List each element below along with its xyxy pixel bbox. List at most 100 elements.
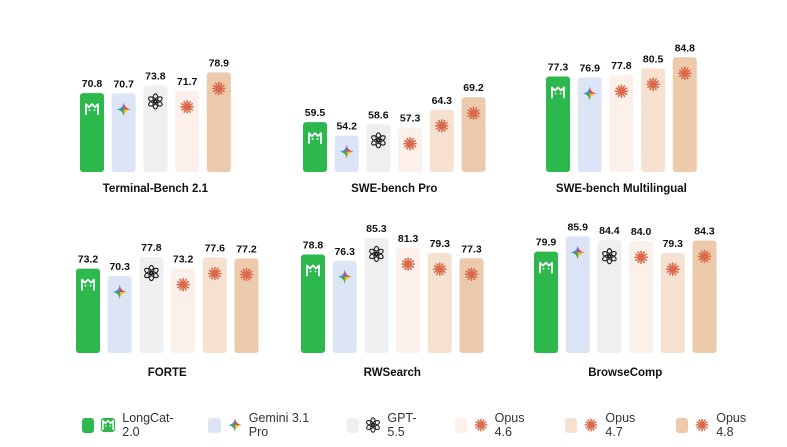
data-label: 70.3 [109,261,130,273]
anthropic-icon [239,267,254,282]
legend-swatch [676,417,689,433]
data-label: 77.6 [205,242,226,254]
chart-title: BrowseComp [588,367,662,379]
anthropic-icon [208,266,222,281]
longcat-icon [102,419,115,431]
longcat-icon [306,264,320,277]
chart-panel: 59.5 54.2 58.6 57.3 64.3 69.2 SWE-bench Pro [303,82,486,195]
bar [303,122,327,172]
data-label: 76.9 [579,63,600,75]
bar [692,240,717,353]
chart-title: Terminal-Bench 2.1 [103,183,209,195]
gemini-icon [339,144,354,159]
anthropic-icon [176,277,190,292]
bar [111,93,136,172]
anthropic-icon [466,106,481,121]
bar [143,85,168,172]
bar [672,57,697,173]
anthropic-icon-svg [474,418,488,432]
data-label: 73.2 [78,254,99,266]
openai-icon-svg [366,417,381,433]
bar [427,253,452,353]
bar [546,76,570,172]
data-label: 78.8 [303,239,324,251]
legend-item-gemini: Gemini 3.1 Pro [208,411,317,439]
bar [609,75,634,172]
chart-legend: LongCat-2.0 Gemini 3.1 Pro GPT-5.5 Opus … [82,411,787,439]
legend-label: Opus 4.7 [605,411,636,439]
data-label: 73.8 [145,70,166,82]
legend-label: Gemini 3.1 Pro [248,411,310,439]
longcat-icon [539,261,553,274]
bar [107,276,132,353]
data-label: 77.8 [611,60,632,72]
legend-label: Opus 4.6 [494,411,525,439]
anthropic-icon [401,257,415,271]
bar [461,97,486,172]
data-label: 85.9 [567,221,588,233]
openai-icon [602,248,617,265]
bar [629,241,654,353]
legend-item-opus-4-6: Opus 4.6 [454,411,536,439]
data-label: 79.9 [536,237,557,249]
legend-swatch [347,417,360,433]
openai-icon [371,132,386,149]
legend-swatch [565,417,578,433]
chart-title: SWE-bench Pro [351,183,437,195]
gemini-icon [582,86,597,101]
legend-item-gpt: GPT-5.5 [347,411,424,439]
bar [396,248,421,353]
data-label: 84.8 [675,42,696,54]
data-label: 79.3 [663,238,684,250]
data-label: 77.3 [461,243,482,255]
data-label: 70.8 [82,78,103,90]
anthropic-icon [646,77,660,92]
longcat-icon [81,278,95,291]
bar [364,237,389,353]
chart-title: RWSearch [364,367,421,379]
data-label: 79.3 [430,238,451,250]
openai-icon [144,264,159,282]
data-label: 70.7 [113,78,134,90]
bar [76,268,100,353]
data-label: 73.2 [173,254,194,266]
chart-panel: 79.9 85.9 84.4 84.0 79.3 84.3 BrowseComp [534,221,717,379]
bar [234,258,259,353]
gemini-icon [337,269,352,284]
bar [660,253,685,353]
bar [577,77,602,172]
data-label: 69.2 [463,82,484,94]
legend-swatch [454,417,467,433]
data-label: 59.5 [305,107,326,119]
legend-item-opus-4-8: Opus 4.8 [676,411,757,439]
anthropic-icon-svg [695,418,709,432]
chart-panel: 77.3 76.9 77.8 80.5 84.8 SWE-bench Multilingu… [546,42,697,195]
data-label: 84.0 [631,226,652,238]
bar [139,256,164,353]
gemini-icon [570,245,585,260]
bar [534,251,558,353]
anthropic-icon [697,249,712,264]
bar [597,240,622,353]
anthropic-icon [584,418,598,432]
anthropic-icon [434,118,449,133]
longcat-icon [551,86,565,99]
anthropic-icon [614,84,629,99]
openai-icon [366,417,381,433]
data-label: 71.7 [177,76,198,88]
anthropic-icon [665,262,680,276]
anthropic-icon [677,66,692,81]
gemini-icon [112,285,127,300]
data-label: 77.2 [236,244,257,256]
bar [459,258,484,353]
bar [171,268,196,353]
data-label: 58.6 [368,109,389,121]
data-label: 77.8 [141,242,162,254]
data-label: 77.3 [548,62,569,74]
bar [202,257,227,353]
anthropic-icon-svg [584,418,598,432]
longcat-icon-svg [101,418,116,432]
gemini-icon [228,418,242,432]
legend-label: GPT-5.5 [387,411,417,439]
anthropic-icon [473,417,489,433]
